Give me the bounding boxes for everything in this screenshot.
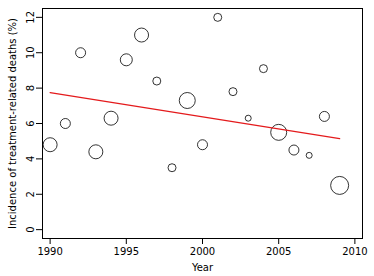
svg-text:1990: 1990 [37,246,62,257]
svg-text:12: 12 [25,11,36,24]
svg-text:8: 8 [25,85,36,91]
svg-text:2010: 2010 [342,246,367,257]
svg-text:1995: 1995 [114,246,139,257]
svg-text:2000: 2000 [190,246,215,257]
svg-text:6: 6 [25,120,36,126]
svg-text:Year: Year [191,262,214,273]
svg-text:10: 10 [25,46,36,59]
svg-text:2: 2 [25,191,36,197]
svg-text:4: 4 [25,156,36,162]
svg-text:2005: 2005 [266,246,291,257]
svg-text:Incidence of treatment-related: Incidence of treatment-related deaths (%… [7,18,18,229]
svg-text:0: 0 [25,226,36,232]
